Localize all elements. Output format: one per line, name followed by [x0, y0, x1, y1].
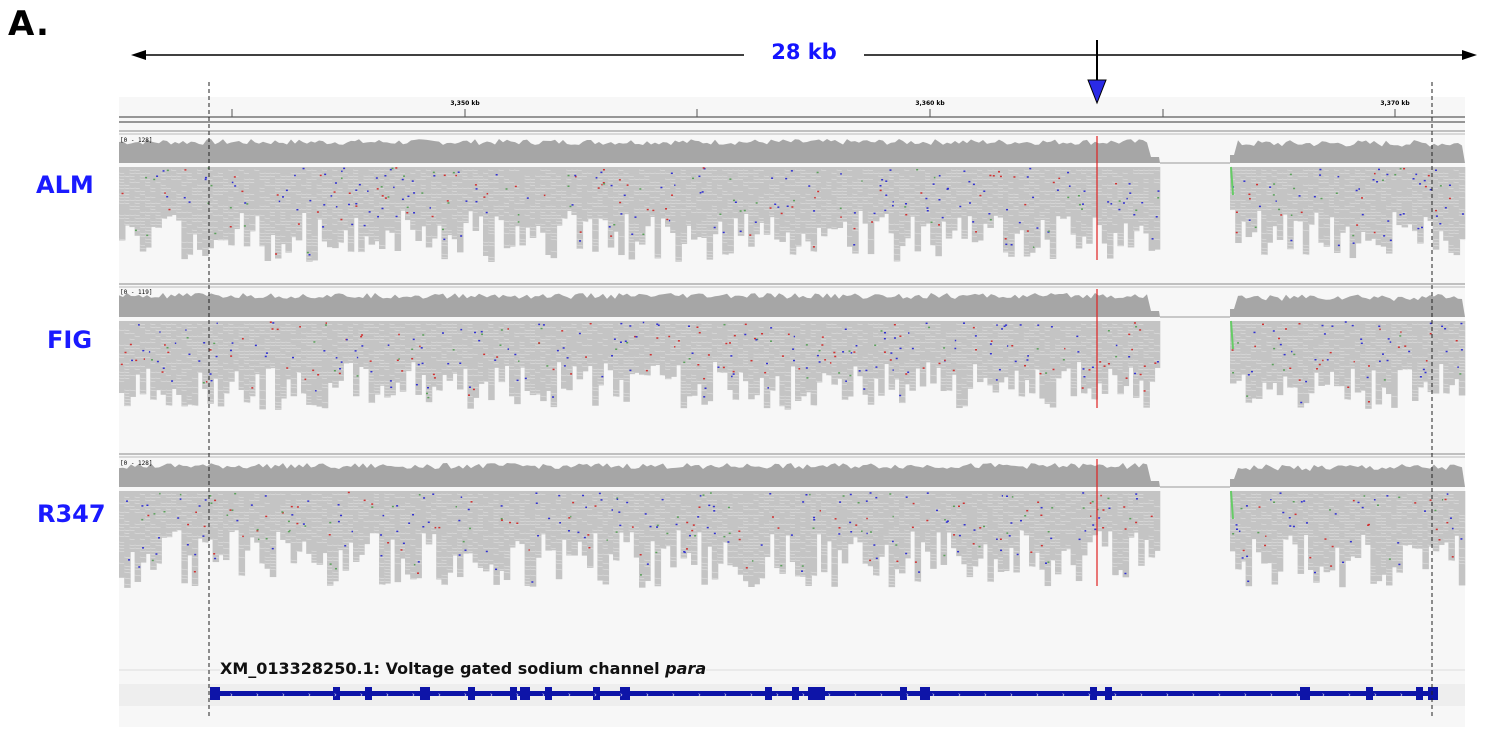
exon-block	[808, 687, 818, 700]
alignment-track-r347	[118, 459, 1466, 588]
coverage-range-label: [0 - 119]	[120, 289, 153, 296]
exon-block	[545, 687, 552, 700]
exon-block	[1300, 687, 1310, 700]
coverage-area	[1230, 464, 1465, 487]
gene-accession: XM_013328250.1: Voltage gated sodium cha…	[220, 659, 660, 678]
gene-label: XM_013328250.1: Voltage gated sodium cha…	[220, 659, 707, 678]
exon-block	[1105, 687, 1112, 700]
coverage-area	[1230, 294, 1465, 317]
panel-letter: A.	[8, 4, 50, 44]
coverage-area	[119, 139, 1160, 163]
ruler: 3,350 kb 3,360 kb 3,370 kb	[119, 100, 1465, 123]
exon-block	[365, 687, 372, 700]
sample-label-alm: ALM	[36, 171, 94, 199]
ruler-tick-label: 3,370 kb	[1380, 100, 1410, 107]
exon-block	[1416, 687, 1423, 700]
exon-block	[620, 687, 630, 700]
exon-block	[920, 687, 930, 700]
span-length-label: 28 kb	[744, 40, 864, 64]
exon-block	[818, 687, 825, 700]
coverage-area	[1230, 140, 1465, 163]
exon-block	[792, 687, 799, 700]
exon-block	[520, 687, 530, 700]
sample-label-fig: FIG	[47, 326, 93, 354]
exon-block	[333, 687, 340, 700]
alignment-track-alm	[118, 136, 1466, 262]
ruler-tick-label: 3,360 kb	[915, 100, 945, 107]
exon-block	[593, 687, 600, 700]
exon-block	[1366, 687, 1373, 700]
coverage-area	[119, 463, 1160, 487]
gene-name: para	[665, 659, 707, 678]
coverage-range-label: [0 - 128]	[120, 460, 153, 467]
coverage-area	[119, 293, 1160, 317]
coverage-range-label: [0 - 128]	[120, 137, 153, 144]
exon-block	[1428, 687, 1438, 700]
exon-block	[210, 687, 220, 700]
sample-label-r347: R347	[37, 500, 106, 528]
gene-model-para[interactable]: › › › › › › › › › › › › › › › › › › › › › › › › › › › › › › › › › › › › › › › ›…	[210, 687, 1438, 700]
exon-block	[420, 687, 430, 700]
exon-block	[765, 687, 772, 700]
exon-block	[1090, 687, 1097, 700]
exon-block	[510, 687, 517, 700]
alignment-track-fig	[118, 289, 1466, 410]
exon-block	[900, 687, 907, 700]
ruler-tick-label: 3,350 kb	[450, 100, 480, 107]
exon-block	[468, 687, 475, 700]
down-arrow-icon	[1087, 40, 1107, 105]
